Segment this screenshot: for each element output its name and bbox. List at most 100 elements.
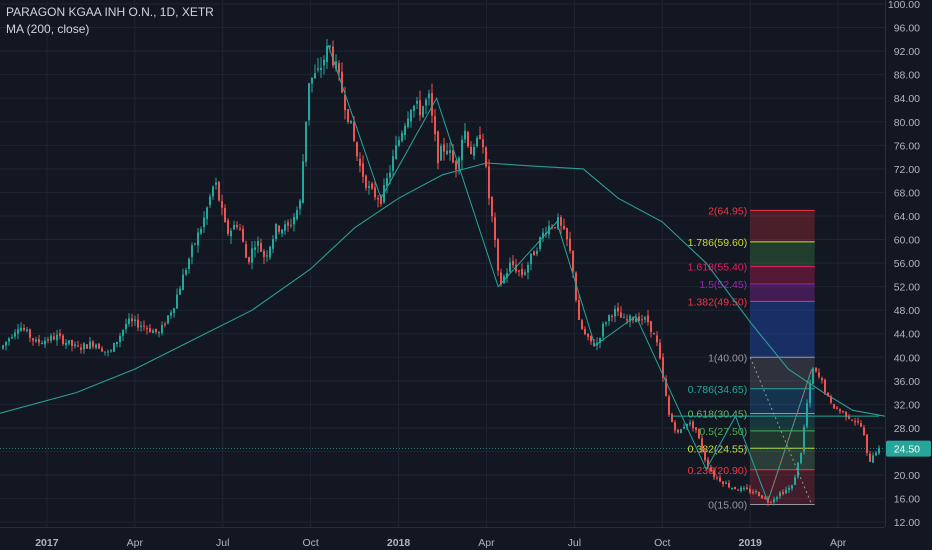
price-tick-label: 52.00 — [894, 282, 920, 294]
candle-body — [140, 325, 142, 328]
candle-body — [716, 477, 718, 479]
price-tick-label: 88.00 — [894, 70, 920, 82]
candle-body — [119, 335, 121, 343]
candle-body — [791, 485, 793, 489]
candle-body — [461, 139, 463, 161]
candle-body — [38, 339, 40, 343]
candle-body — [176, 294, 178, 309]
price-scale[interactable]: 100.00 96.00 92.00 88.00 84.00 80.00 76.00 72.0… — [885, 0, 932, 550]
price-tick-label: 36.00 — [894, 376, 920, 388]
candle-body — [74, 344, 76, 347]
candle-body — [170, 312, 172, 316]
candle-body — [287, 222, 289, 226]
candle-body — [851, 419, 853, 421]
candle-body — [590, 335, 592, 342]
candle-body — [776, 497, 778, 500]
candle-body — [374, 187, 376, 198]
candle-body — [77, 345, 79, 347]
candle-body — [230, 230, 232, 237]
price-tick-label: 56.00 — [894, 258, 920, 270]
candle-body — [92, 341, 94, 347]
fib-level-label: 1(40.00) — [708, 352, 747, 364]
candlestick-series — [2, 39, 880, 506]
candle-body — [659, 342, 661, 359]
candle-body — [59, 333, 61, 336]
time-tick-label: 2019 — [739, 537, 763, 549]
candle-body — [359, 158, 361, 166]
candle-body — [14, 332, 16, 337]
candle-body — [848, 416, 850, 419]
candle-body — [389, 172, 391, 178]
candle-body — [869, 453, 871, 462]
candle-body — [116, 341, 118, 345]
candle-body — [563, 225, 565, 230]
price-tick-label: 80.00 — [894, 117, 920, 129]
candle-body — [95, 344, 97, 349]
price-tick-label: 96.00 — [894, 23, 920, 35]
candle-body — [665, 378, 667, 396]
candle-body — [626, 318, 628, 321]
candle-body — [404, 125, 406, 135]
candle-body — [131, 318, 133, 322]
trend-drawings[interactable] — [327, 45, 880, 505]
price-tick-label: 12.00 — [894, 517, 920, 529]
candle-body — [827, 392, 829, 396]
candle-body — [863, 427, 865, 436]
candle-body — [581, 320, 583, 330]
candle-body — [155, 328, 157, 332]
candle-body — [704, 450, 706, 461]
candle-body — [650, 321, 652, 333]
fib-level-label: 2(64.95) — [708, 205, 747, 217]
price-tick-label: 32.00 — [894, 399, 920, 411]
fib-extension-tool[interactable]: 0(15.00)0.236(20.90)0.382(24.55)0.5(27.5… — [688, 205, 815, 512]
candle-body — [491, 196, 493, 217]
symbol-title[interactable]: PARAGON KGAA INH O.N., 1D, XETR — [6, 5, 214, 19]
candle-body — [173, 308, 175, 313]
candle-body — [572, 250, 574, 272]
candle-body — [446, 150, 448, 154]
candle-body — [713, 470, 715, 478]
candle-body — [830, 396, 832, 403]
candle-body — [413, 105, 415, 112]
time-scale[interactable]: 2017 Apr Jul Oct 2018 Apr Jul Oct 2019 Apr — [0, 527, 932, 550]
candle-body — [692, 421, 694, 429]
candle-body — [431, 93, 433, 116]
candle-body — [494, 217, 496, 241]
indicator-title[interactable]: MA (200, close) — [6, 22, 90, 36]
candle-body — [317, 68, 319, 70]
candle-body — [68, 340, 70, 344]
price-tick-label: 48.00 — [894, 305, 920, 317]
fib-zone — [750, 469, 815, 505]
fib-level-label: 0.786(34.65) — [688, 384, 748, 396]
candle-body — [32, 338, 34, 341]
candle-body — [56, 334, 58, 341]
candle-body — [284, 224, 286, 231]
candle-body — [725, 482, 727, 484]
candle-body — [512, 260, 514, 266]
candle-body — [821, 378, 823, 380]
candle-body — [569, 238, 571, 251]
fib-zone — [750, 283, 815, 302]
candle-body — [347, 109, 349, 123]
candle-body — [464, 130, 466, 140]
candle-body — [632, 317, 634, 321]
candle-body — [611, 315, 613, 317]
candle-body — [41, 343, 43, 345]
candle-body — [53, 336, 55, 340]
candle-body — [260, 243, 262, 252]
candle-body — [527, 264, 529, 273]
candle-body — [5, 341, 7, 346]
candle-body — [323, 59, 325, 66]
candle-body — [65, 342, 67, 345]
candle-body — [593, 342, 595, 347]
candle-body — [263, 251, 265, 258]
candle-body — [104, 351, 106, 353]
candle-body — [197, 232, 199, 246]
candle-body — [353, 122, 355, 141]
candle-body — [515, 264, 517, 272]
fib-level-label: 1.382(49.50) — [688, 296, 748, 308]
candle-body — [539, 237, 541, 249]
candle-body — [329, 45, 331, 47]
candle-body — [740, 487, 742, 491]
